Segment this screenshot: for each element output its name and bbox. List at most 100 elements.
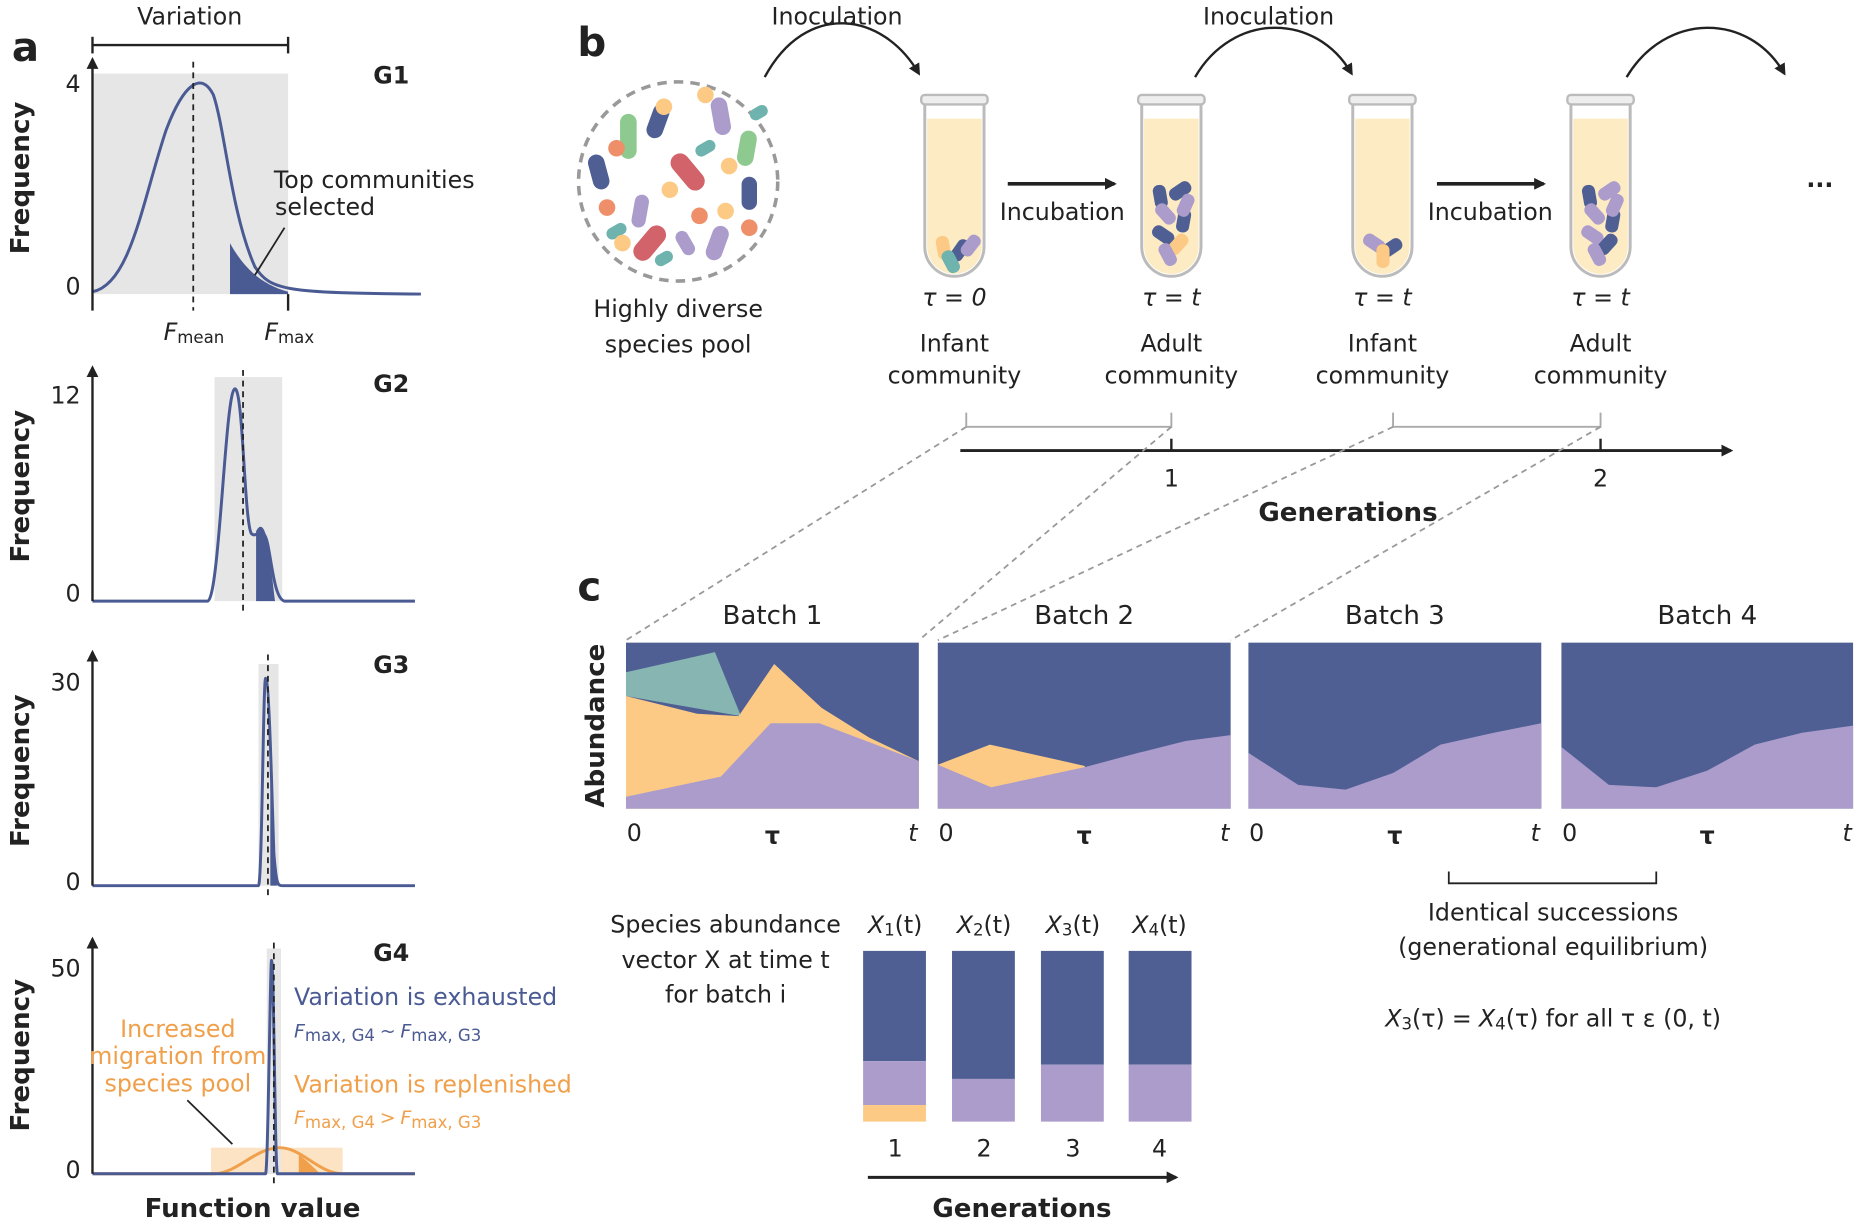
plot-title: G3 <box>373 651 409 679</box>
description: Species abundance <box>610 910 841 938</box>
bacteria <box>587 86 768 267</box>
selected-area <box>270 782 278 886</box>
equation: X3(τ) = X4(τ) for all τ ε (0, t) <box>1383 1004 1721 1033</box>
bacterium <box>1155 203 1176 225</box>
argument: (t) <box>895 910 923 938</box>
y-tick-label: 0 <box>66 273 81 301</box>
annotation: migration from <box>89 1042 266 1070</box>
axis-start: 0 <box>1249 819 1264 847</box>
step-label: Inoculation <box>771 2 902 30</box>
panel-label: b <box>577 19 606 66</box>
batch-title: Batch 3 <box>1345 601 1445 631</box>
bacterium <box>675 230 696 256</box>
stage-label: Adult <box>1570 330 1632 358</box>
symbol: F <box>164 318 178 346</box>
inoculation-arrow <box>1625 26 1786 78</box>
bar-segment <box>863 1105 926 1122</box>
y-axis-label: Frequency <box>6 102 36 255</box>
operator: > <box>380 1107 396 1129</box>
tube-rim <box>1136 93 1206 106</box>
vector-label: X4(t) <box>1130 910 1187 939</box>
connector <box>625 426 967 642</box>
bacterium <box>655 98 673 116</box>
symbol: X <box>1383 1004 1402 1032</box>
plot-title: G4 <box>373 939 409 967</box>
argument: (t) <box>1159 910 1187 938</box>
condition: for all τ ε (0, t) <box>1546 1004 1721 1032</box>
bacterium <box>1176 193 1195 217</box>
subscript: max, G3 <box>411 1026 481 1045</box>
bar-segment <box>1128 1064 1192 1122</box>
species-area <box>1561 725 1854 809</box>
bar-segment <box>863 950 926 1062</box>
bacterium <box>1158 243 1177 266</box>
step-label: Incubation <box>1000 198 1125 226</box>
plot-title: G1 <box>373 62 409 90</box>
y-tick-label: 12 <box>50 382 80 410</box>
subscript: mean <box>177 327 224 346</box>
batch-title: Batch 4 <box>1657 601 1757 631</box>
selected-area <box>230 243 289 295</box>
tube-glass <box>1140 102 1203 278</box>
generation-bracket <box>1392 412 1602 428</box>
vector-labels: X1(t)1X2(t)2X3(t)3X4(t)4 <box>866 910 1187 1162</box>
tube: τ = t Adult community <box>1534 93 1667 390</box>
bar-segment <box>952 1078 1015 1122</box>
axis-label: Generations <box>1258 498 1437 528</box>
bar-segment <box>952 950 1015 1079</box>
tube-rim <box>920 93 989 106</box>
abundance-bars <box>863 950 1192 1122</box>
density-curve <box>92 958 415 1176</box>
axis-end: t <box>1842 819 1853 847</box>
pool-label: Highly diverse <box>593 295 763 323</box>
tube-glass <box>923 102 986 278</box>
batch-title: Batch 1 <box>722 601 822 631</box>
bacterium <box>941 250 960 274</box>
symbol: X <box>1044 910 1063 938</box>
axis-start: 0 <box>627 819 642 847</box>
bacterium <box>691 207 708 225</box>
y-tick-label: 4 <box>66 70 81 98</box>
description: for batch i <box>665 980 786 1008</box>
bacterium <box>670 153 705 191</box>
tube: τ = 0 Infant community <box>888 93 1021 390</box>
stage-label: Infant <box>920 330 989 358</box>
tube-rim <box>1348 93 1417 106</box>
axis-start: 0 <box>939 819 954 847</box>
bacterium <box>710 97 731 136</box>
axis-middle: τ <box>1387 822 1402 850</box>
y-tick-label: 0 <box>66 868 81 896</box>
ellipsis: ... <box>1806 165 1833 193</box>
bacterium <box>606 222 627 240</box>
f-mean: Fmean <box>164 318 225 347</box>
annotation: Variation is replenished <box>294 1071 572 1099</box>
annotation: Top communities <box>273 166 475 194</box>
step-label: Inoculation <box>1203 2 1334 30</box>
bacterium <box>749 104 768 121</box>
bacterium <box>960 234 981 257</box>
species-area <box>625 723 919 809</box>
batches <box>625 642 1854 809</box>
connector <box>937 426 1394 642</box>
tick-label: 1 <box>1164 465 1179 493</box>
bacterium <box>598 199 616 216</box>
subscript: max, G4 <box>305 1026 375 1045</box>
f-max: Fmax <box>264 318 314 347</box>
bacterium <box>1167 233 1189 256</box>
selected-area <box>298 1154 321 1174</box>
panel-label: c <box>577 563 601 610</box>
selected-area <box>256 526 276 602</box>
annotation: Increased <box>120 1015 235 1043</box>
symbol: F <box>264 318 278 346</box>
y-axis-label: Frequency <box>6 694 36 847</box>
symbol: X <box>1477 1004 1496 1032</box>
subscript: 3 <box>1401 1014 1412 1033</box>
y-axis-label: Frequency <box>6 979 36 1132</box>
tube: τ = t Adult community <box>1105 93 1238 390</box>
y-tick-label: 0 <box>66 1156 81 1184</box>
variation-label: Variation <box>137 2 242 30</box>
time-label: τ = 0 <box>922 283 986 311</box>
